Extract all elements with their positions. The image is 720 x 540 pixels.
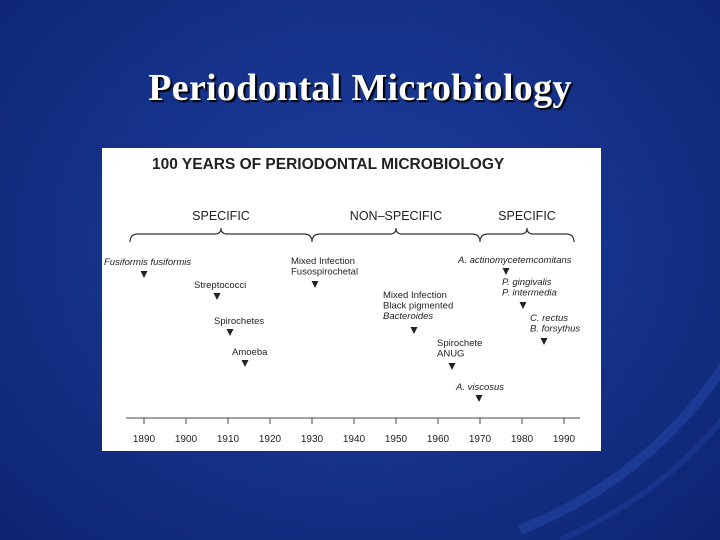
event-label: A. viscosus	[455, 382, 504, 393]
era-brace	[311, 227, 481, 243]
event-label: Spirochetes	[214, 316, 264, 327]
event-label: C. rectus	[530, 313, 568, 324]
event-marker	[540, 338, 548, 345]
timeline-figure: 100 YEARS OF PERIODONTAL MICROBIOLOGY SP…	[102, 148, 601, 451]
event-marker	[448, 363, 456, 370]
axis-tick-label: 1930	[301, 434, 324, 445]
era-label: SPECIFIC	[192, 209, 250, 223]
axis-tick-label: 1940	[343, 434, 366, 445]
event-marker	[410, 327, 418, 334]
event-marker	[519, 302, 527, 309]
event-label: Mixed Infection	[383, 290, 447, 301]
event-label: P. intermedia	[502, 288, 557, 299]
event-label: Mixed Infection	[291, 256, 355, 267]
event-label: Bacteroides	[383, 311, 433, 322]
event-label: P. gingivalis	[502, 277, 552, 288]
event-label: Black pigmented	[383, 301, 453, 312]
figure-heading: 100 YEARS OF PERIODONTAL MICROBIOLOGY	[152, 156, 505, 173]
era-brace	[479, 227, 575, 243]
event-label: Fusiformis fusiformis	[104, 257, 191, 268]
era-brace	[129, 227, 313, 243]
timeline-chart: 100 YEARS OF PERIODONTAL MICROBIOLOGY SP…	[104, 156, 580, 445]
event-label: Spirochete	[437, 338, 482, 349]
axis-tick-label: 1920	[259, 434, 282, 445]
event-marker	[241, 360, 249, 367]
event-label: ANUG	[437, 349, 464, 360]
event-label: Streptococci	[194, 280, 246, 291]
event-marker	[475, 395, 483, 402]
background-swoosh	[518, 362, 720, 540]
axis-tick-label: 1980	[511, 434, 534, 445]
axis-tick-label: 1890	[133, 434, 156, 445]
event-marker	[311, 281, 319, 288]
axis-tick-label: 1970	[469, 434, 492, 445]
event-label: Amoeba	[232, 347, 268, 358]
axis-tick-label: 1950	[385, 434, 408, 445]
event-marker	[226, 329, 234, 336]
era-label: SPECIFIC	[498, 209, 556, 223]
axis-tick-label: 1910	[217, 434, 240, 445]
axis-tick-label: 1960	[427, 434, 450, 445]
event-marker	[140, 271, 148, 278]
event-label: Fusospirochetal	[291, 267, 358, 278]
axis-tick-label: 1990	[553, 434, 576, 445]
event-marker	[502, 268, 510, 275]
axis-tick-label: 1900	[175, 434, 198, 445]
slide-title: Periodontal Microbiology	[148, 67, 572, 109]
event-label: A. actinomycetemcomitans	[457, 255, 572, 266]
event-label: B. forsythus	[530, 324, 580, 335]
era-label: NON–SPECIFIC	[350, 209, 442, 223]
event-marker	[213, 293, 221, 300]
